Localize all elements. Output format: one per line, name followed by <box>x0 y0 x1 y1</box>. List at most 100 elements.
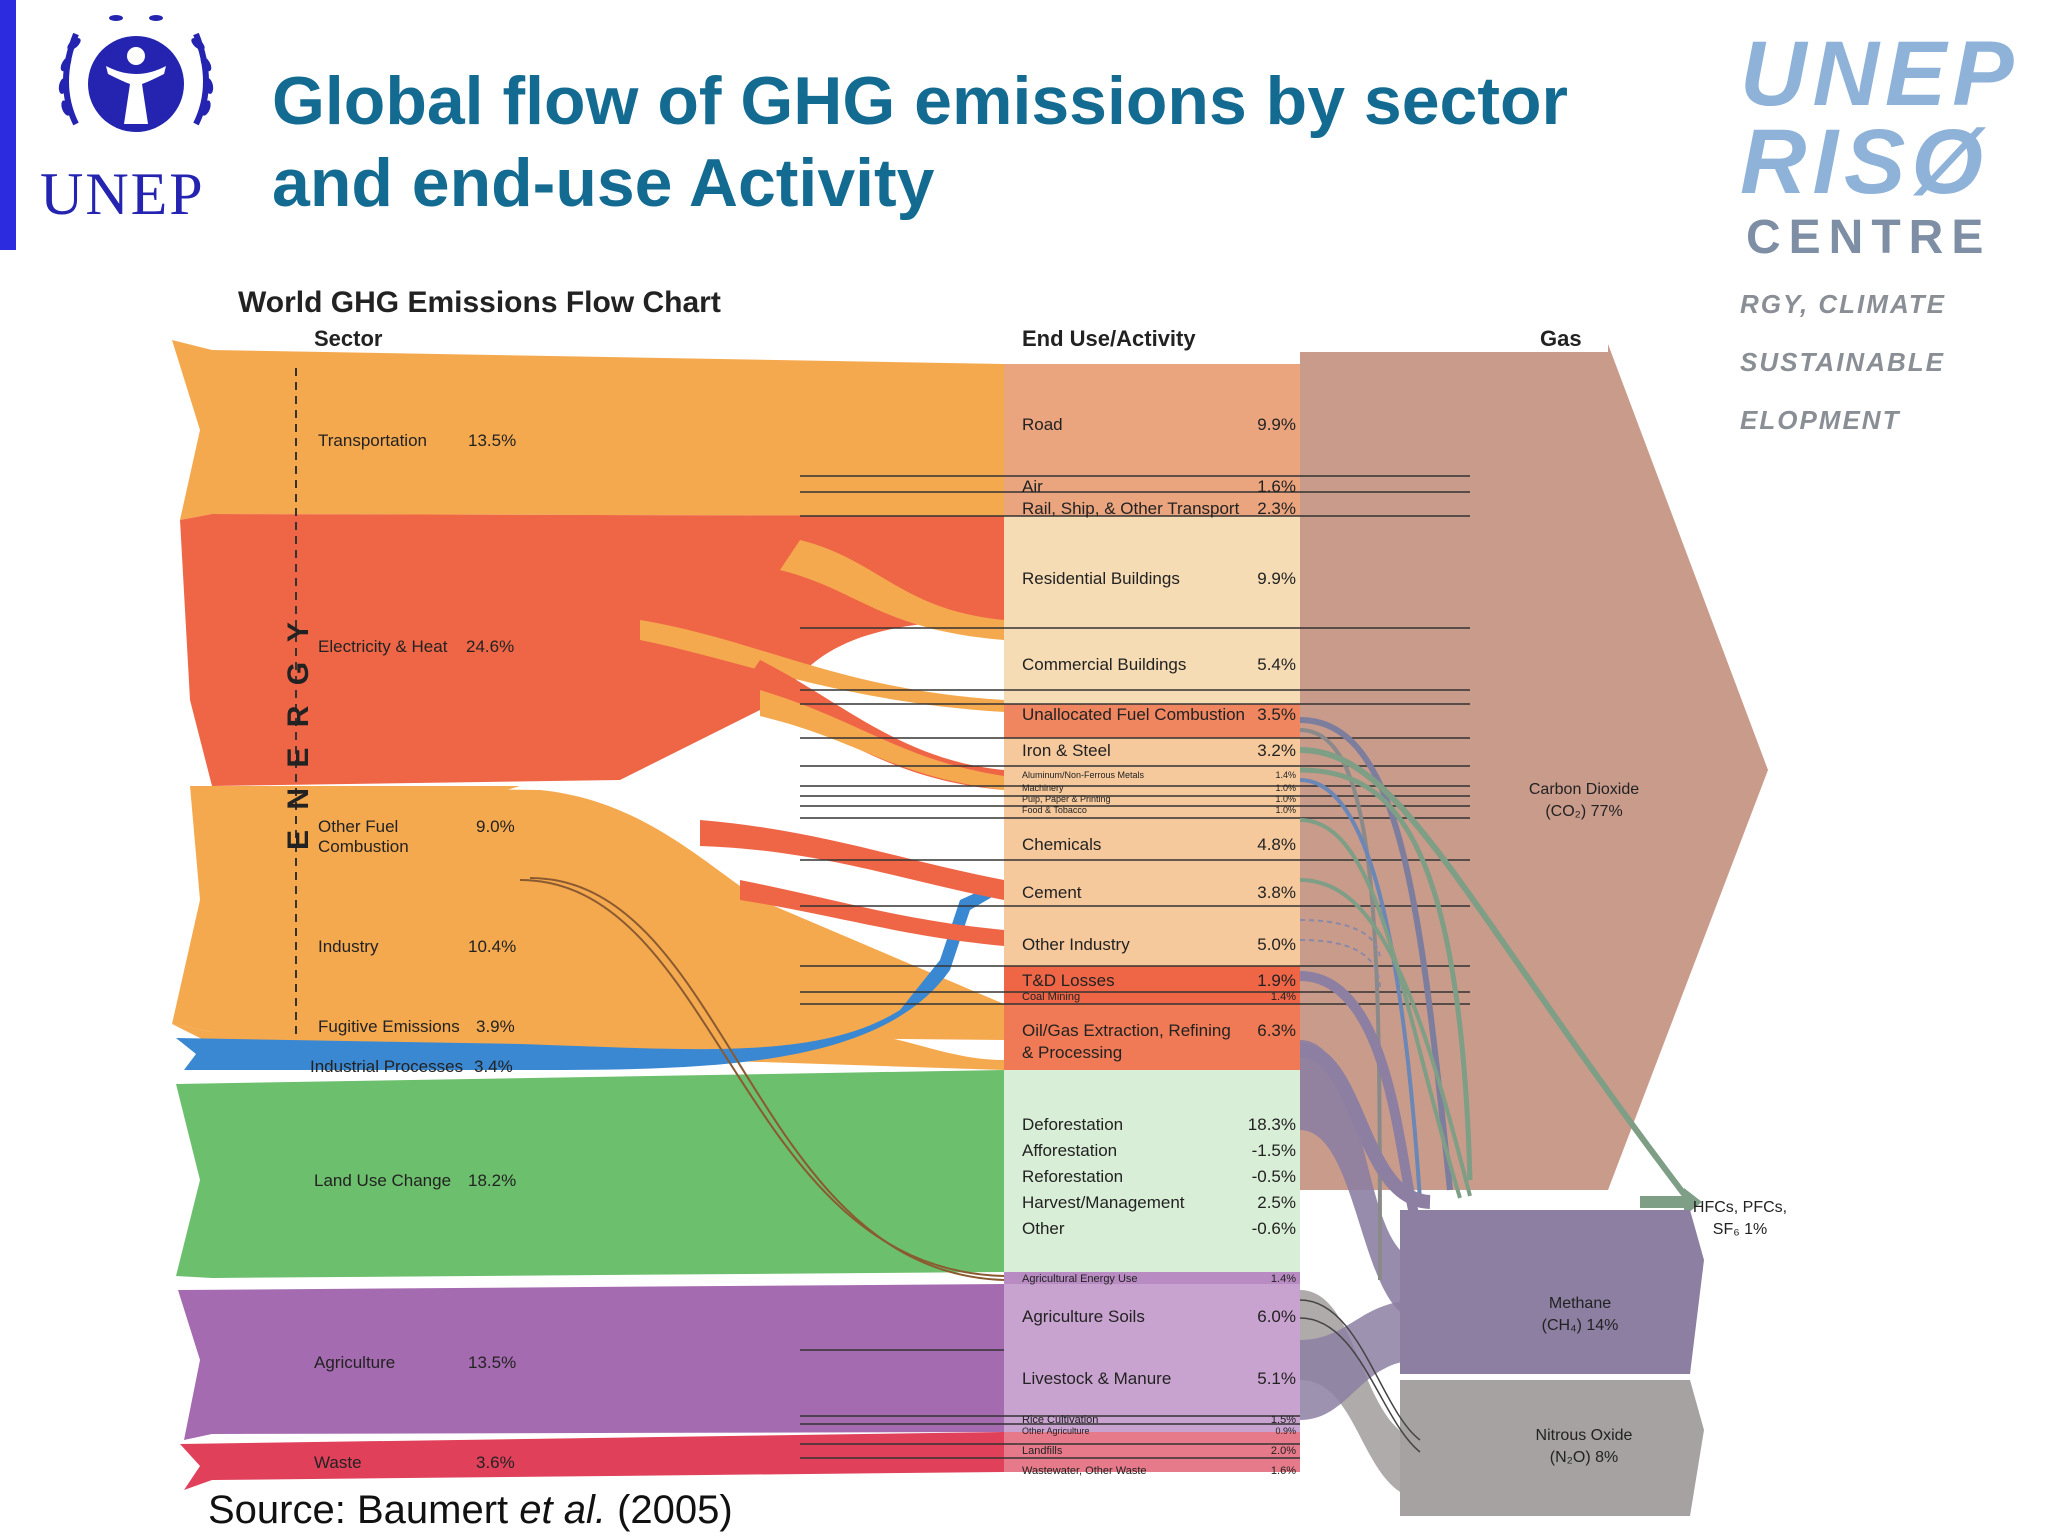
enduse-band-buildings <box>1004 516 1300 704</box>
riso-logo-tag2: SUSTAINABLE <box>1740 347 1945 377</box>
enduse-value: 6.0% <box>1257 1307 1296 1326</box>
source-prefix: Source: Baumert <box>208 1488 520 1532</box>
enduse-value: 9.9% <box>1257 569 1296 588</box>
enduse-value: -1.5% <box>1252 1141 1296 1160</box>
sector-value-waste: 3.6% <box>476 1453 515 1472</box>
sector-value-fugitive: 3.9% <box>476 1017 515 1036</box>
sector-band-energy-rest <box>172 786 1004 1040</box>
gas-label-co2-2: (CO₂) 77% <box>1545 803 1622 820</box>
page-title: Global flow of GHG emissions by sector a… <box>272 60 1672 224</box>
riso-logo-line2: RISØ <box>1740 111 1989 213</box>
gas-label-co2: Carbon Dioxide <box>1529 781 1639 798</box>
enduse-label: Food & Tobacco <box>1022 805 1087 815</box>
enduse-label: Coal Mining <box>1022 991 1080 1003</box>
enduse-labels: Road 9.9% Air 1.6% Rail, Ship, & Other T… <box>1022 415 1296 1477</box>
sector-value-transport: 13.5% <box>468 431 516 450</box>
enduse-label: Road <box>1022 415 1063 434</box>
enduse-value: 1.4% <box>1271 1273 1296 1285</box>
enduse-label: Other Industry <box>1022 935 1130 954</box>
page-title-line2: and end-use Activity <box>272 145 935 221</box>
sector-value-agriculture: 13.5% <box>468 1353 516 1372</box>
sector-band-landuse <box>176 1070 1004 1278</box>
sector-labels: Transportation 13.5% Electricity & Heat … <box>310 431 516 1472</box>
enduse-value: 1.4% <box>1271 991 1296 1003</box>
enduse-label: Chemicals <box>1022 835 1101 854</box>
enduse-label: Other Agriculture <box>1022 1426 1090 1436</box>
gas-connector-curves <box>1299 717 1693 1453</box>
elec-to-residential <box>780 540 1004 640</box>
sector-label-indproc: Industrial Processes <box>310 1057 463 1076</box>
enduse-label: Landfills <box>1022 1445 1063 1457</box>
enduse-label-2: & Processing <box>1022 1043 1122 1062</box>
industry-to-other <box>740 880 1004 946</box>
enduse-label: T&D Losses <box>1022 971 1115 990</box>
sector-value-indproc: 3.4% <box>474 1057 513 1076</box>
enduse-value: 1.4% <box>1275 770 1296 780</box>
sector-label-landuse: Land Use Change <box>314 1171 451 1190</box>
enduse-label: Reforestation <box>1022 1167 1123 1186</box>
col-header-sector: Sector <box>314 326 383 351</box>
enduse-value: 6.3% <box>1257 1021 1296 1040</box>
methane-flow-band <box>1300 1040 1420 1320</box>
enduse-label: Unallocated Fuel Combustion <box>1022 705 1245 724</box>
enduse-value: 1.0% <box>1275 805 1296 815</box>
agri-energy-lines <box>519 877 1005 1281</box>
sector-band-transport <box>172 340 1004 520</box>
enduse-band-transport <box>1004 364 1300 516</box>
enduse-label: Machinery <box>1022 783 1064 793</box>
enduse-label: Rice Cultivation <box>1022 1414 1098 1426</box>
enduse-value: 9.9% <box>1257 415 1296 434</box>
enduse-label: Livestock & Manure <box>1022 1369 1171 1388</box>
riso-logo-tag1: RGY, CLIMATE <box>1740 289 1947 319</box>
riso-logo-tag3: ELOPMENT <box>1740 405 1901 435</box>
enduse-band-td <box>1004 966 1300 1004</box>
unep-logo <box>58 15 214 132</box>
left-accent-bar <box>0 0 16 250</box>
enduse-value: 0.9% <box>1275 1426 1296 1436</box>
enduse-label: Rail, Ship, & Other Transport <box>1022 499 1240 518</box>
sector-value-industry: 10.4% <box>468 937 516 956</box>
enduse-value: 5.0% <box>1257 935 1296 954</box>
enduse-band-unallocated <box>1004 704 1300 738</box>
unep-logo-text: UNEP <box>40 161 205 227</box>
enduse-band-landuse <box>1004 1070 1300 1272</box>
enduse-value: 1.0% <box>1275 783 1296 793</box>
enduse-label: Agricultural Energy Use <box>1022 1273 1138 1285</box>
enduse-value: 2.5% <box>1257 1193 1296 1212</box>
enduse-value: 3.2% <box>1257 741 1296 760</box>
sector-label-fugitive: Fugitive Emissions <box>318 1017 460 1036</box>
enduse-value: 2.0% <box>1271 1445 1296 1457</box>
chart-title: World GHG Emissions Flow Chart <box>238 286 721 319</box>
enduse-value: -0.6% <box>1252 1219 1296 1238</box>
enduse-value: 3.8% <box>1257 883 1296 902</box>
source-italic: et al. <box>519 1488 606 1532</box>
col-header-gas: Gas <box>1540 326 1582 351</box>
sector-label-industry: Industry <box>318 937 379 956</box>
gas-label-methane-2: (CH₄) 14% <box>1542 1317 1619 1334</box>
methane-gas-arrow <box>1400 1210 1704 1374</box>
sector-band-elec <box>180 514 1004 786</box>
gas-label-n2o-2: (N₂O) 8% <box>1550 1449 1618 1466</box>
sector-label-waste: Waste <box>314 1453 362 1472</box>
enduse-value: 5.4% <box>1257 655 1296 674</box>
enduse-label: Aluminum/Non-Ferrous Metals <box>1022 770 1145 780</box>
sector-band-agriculture <box>178 1284 1004 1440</box>
enduse-label: Wastewater, Other Waste <box>1022 1465 1147 1477</box>
energy-label: E N E R G Y <box>282 616 315 850</box>
enduse-value: -0.5% <box>1252 1167 1296 1186</box>
enduse-label: Pulp, Paper & Printing <box>1022 794 1111 804</box>
sector-label-otherfuel: Other Fuel <box>318 817 398 836</box>
sector-label-agriculture: Agriculture <box>314 1353 395 1372</box>
enduse-label: Harvest/Management <box>1022 1193 1185 1212</box>
source-note: Source: Baumert et al. (2005) <box>208 1488 733 1533</box>
elec-to-commercial <box>640 620 1004 712</box>
enduse-band-waste <box>1004 1432 1300 1472</box>
enduse-label: Commercial Buildings <box>1022 655 1186 674</box>
enduse-label: Cement <box>1022 883 1082 902</box>
sector-label-elec: Electricity & Heat <box>318 637 448 656</box>
enduse-label: Deforestation <box>1022 1115 1123 1134</box>
gas-labels: Carbon Dioxide (CO₂) 77% HFCs, PFCs, SF₆… <box>1529 781 1787 1466</box>
sector-band-waste <box>180 1432 1004 1490</box>
otherfuel-to-industry <box>760 690 1004 790</box>
